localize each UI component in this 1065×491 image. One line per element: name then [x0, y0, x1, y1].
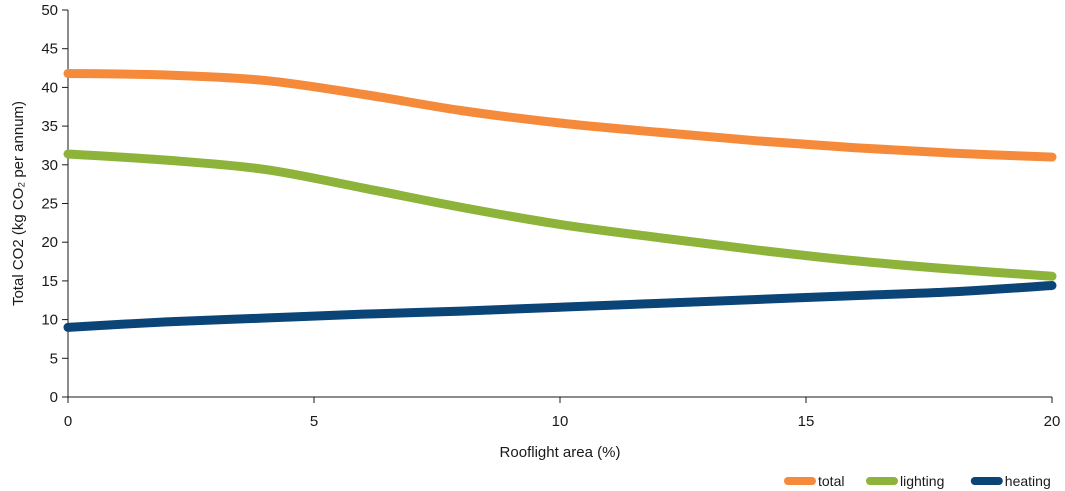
y-axis-title: Total CO2 (kg CO₂ per annum): [10, 101, 27, 306]
x-tick-label: 5: [310, 413, 318, 430]
y-tick-label: 10: [41, 312, 58, 329]
y-tick-label: 0: [50, 389, 58, 406]
legend-label-heating: heating: [1005, 473, 1051, 489]
legend: heating lighting total: [784, 473, 1051, 489]
y-tick-label: 50: [41, 2, 58, 19]
series-line-lighting: [63, 149, 1057, 281]
x-tick-label: 15: [798, 413, 815, 430]
axes: [67, 10, 1052, 398]
y-tick-label: 45: [41, 41, 58, 58]
legend-label-total: total: [818, 473, 844, 489]
legend-label-lighting: lighting: [900, 473, 944, 489]
series-line-heating: [63, 281, 1057, 332]
x-axis-title: Rooflight area (%): [500, 444, 621, 461]
y-axis-ticks: 0 5 10 15 20 25 30 35 40 45 50: [41, 2, 68, 406]
x-tick-label: 20: [1044, 413, 1061, 430]
y-tick-label: 5: [50, 350, 58, 367]
series-lines: [63, 68, 1057, 332]
y-tick-label: 25: [41, 196, 58, 213]
y-tick-label: 40: [41, 79, 58, 96]
x-axis-ticks: 0 5 10 15 20: [64, 397, 1061, 430]
y-tick-label: 30: [41, 157, 58, 174]
y-tick-label: 35: [41, 118, 58, 135]
y-tick-label: 15: [41, 273, 58, 290]
x-tick-label: 0: [64, 413, 72, 430]
x-tick-label: 10: [552, 413, 569, 430]
series-line-total: [63, 68, 1057, 162]
y-tick-label: 20: [41, 234, 58, 251]
